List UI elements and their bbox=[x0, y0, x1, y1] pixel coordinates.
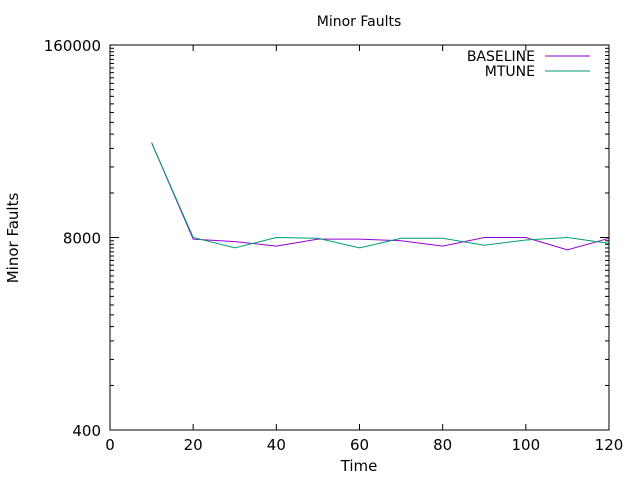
chart-title: Minor Faults bbox=[317, 14, 402, 30]
y-tick-label: 8000 bbox=[63, 230, 101, 248]
y-axis-label: Minor Faults bbox=[4, 193, 22, 284]
legend-label-mtune: MTUNE bbox=[485, 64, 535, 80]
plot-frame bbox=[109, 44, 610, 431]
series-line-baseline bbox=[151, 142, 610, 251]
x-tick-label: 20 bbox=[184, 436, 203, 454]
x-tick-label: 80 bbox=[433, 436, 452, 454]
series-line-mtune bbox=[151, 142, 610, 249]
y-tick-label: 400 bbox=[72, 422, 101, 440]
x-tick-label: 60 bbox=[350, 436, 369, 454]
axis-tick-labels: 0 20 40 60 80 100 120 400 8000 160000 bbox=[44, 37, 624, 454]
x-tick-label: 0 bbox=[105, 436, 115, 454]
x-axis-label: Time bbox=[340, 457, 378, 475]
axis-ticks bbox=[109, 44, 610, 431]
legend-label-baseline: BASELINE bbox=[467, 49, 535, 65]
y-tick-label: 160000 bbox=[44, 37, 101, 55]
x-tick-label: 100 bbox=[512, 436, 541, 454]
x-tick-label: 40 bbox=[267, 436, 286, 454]
series-lines bbox=[151, 142, 610, 251]
x-tick-label: 120 bbox=[595, 436, 624, 454]
